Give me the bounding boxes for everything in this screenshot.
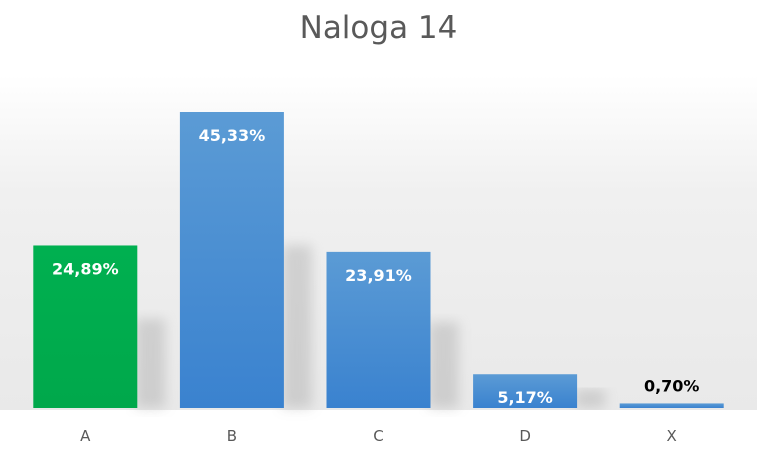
x-tick-label-a: A: [80, 427, 91, 445]
bar-d: [473, 374, 578, 408]
bar-b: [179, 112, 284, 408]
data-label-a: 24,89%: [52, 259, 119, 278]
bar-shadow-c: [428, 322, 459, 408]
data-label-c: 23,91%: [345, 266, 412, 285]
bar-c: [326, 251, 431, 408]
bar-shadow-a: [135, 318, 166, 408]
bar-a: [33, 245, 138, 408]
data-label-x: 0,70%: [644, 376, 700, 395]
bar-shadow-b: [281, 245, 312, 408]
x-tick-label-x: X: [667, 427, 677, 445]
data-label-d: 5,17%: [497, 388, 553, 407]
bar-x: [619, 403, 724, 408]
x-tick-label-b: B: [227, 427, 237, 445]
data-label-b: 45,33%: [199, 126, 266, 145]
bar-shadow-d: [575, 389, 606, 408]
x-tick-label-d: D: [519, 427, 531, 445]
chart-title: Naloga 14: [299, 10, 458, 46]
x-tick-label-c: C: [373, 427, 383, 445]
